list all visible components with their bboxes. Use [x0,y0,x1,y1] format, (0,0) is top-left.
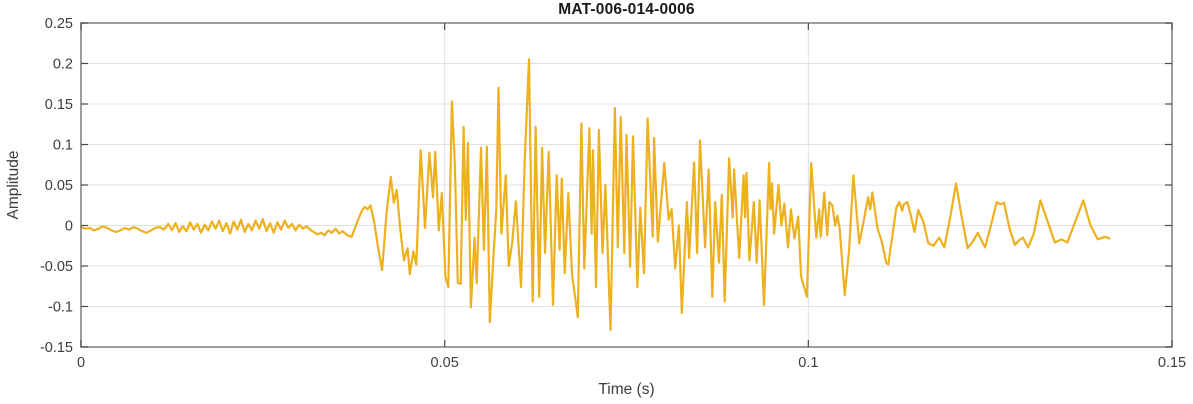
y-tick-label: -0.15 [40,340,73,356]
tick-marks [80,22,1173,348]
y-tick-label: -0.1 [48,300,73,316]
y-tick-label: 0.2 [53,57,73,73]
x-tick-label: 0.1 [798,355,818,371]
y-tick-label: 0.25 [45,16,73,32]
x-tick-label: 0 [77,355,85,371]
y-tick-label: -0.05 [40,259,73,275]
x-tick-label: 0.05 [431,355,459,371]
chart-title: MAT-006-014-0006 [558,1,695,18]
x-axis-label: Time (s) [598,381,655,398]
tick-labels: 0 0.05 0.1 0.15 -0.15 -0.1 -0.05 0 0.05 0.1 0.15 0.… [40,16,1186,371]
y-tick-label: 0.1 [53,138,73,154]
y-tick-label: 0 [65,219,73,235]
x-tick-label: 0.15 [1158,355,1186,371]
y-axis-label: Amplitude [5,150,22,220]
y-tick-label: 0.05 [45,178,73,194]
waveform-line [79,58,1111,332]
y-tick-label: 0.15 [45,97,73,113]
